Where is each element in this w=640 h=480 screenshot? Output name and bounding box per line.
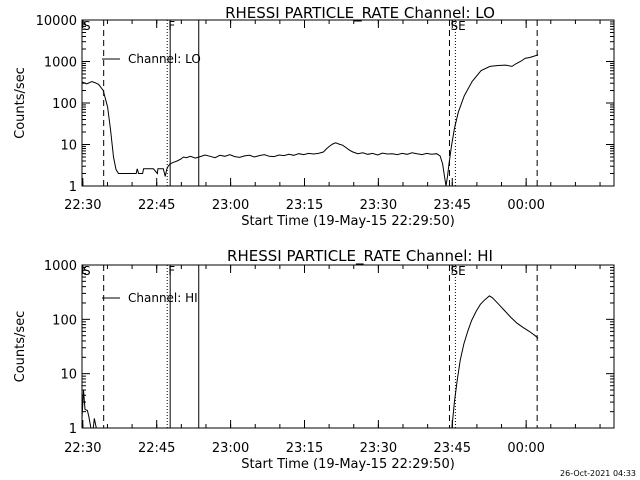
chart-panel-1: RHESSI PARTICLE_RATE Channel: LO 1 10 100 10…	[13, 4, 615, 229]
x-tick-label: 23:30	[360, 441, 397, 456]
x-tick-label: 23:15	[286, 441, 323, 456]
x-tick-label: 23:15	[286, 198, 323, 213]
event-marker-label: S	[83, 264, 91, 278]
y-tick-label: 10000	[36, 14, 77, 29]
x-tick-label: 23:00	[212, 441, 249, 456]
y-tick-label: 100	[52, 97, 77, 112]
y-axis-label: Counts/sec	[13, 311, 28, 383]
event-marker-label: S	[83, 19, 91, 33]
chart-panel-2: RHESSI PARTICLE_RATE Channel: HI 1 10 100 10…	[13, 247, 615, 472]
y-tick-label: 100	[52, 313, 77, 328]
x-tick-label: 23:00	[212, 198, 249, 213]
y-axis-label: Counts/sec	[13, 67, 28, 139]
x-tick-label: 23:30	[360, 198, 397, 213]
y-tick-label: 10	[60, 368, 77, 383]
data-series-line-1	[81, 389, 97, 429]
x-tick-label: 00:00	[507, 441, 544, 456]
x-tick-label: 22:45	[138, 198, 175, 213]
x-tick-label: 22:30	[64, 441, 101, 456]
y-tick-label: 10	[60, 139, 77, 154]
event-marker-label: F	[168, 19, 175, 33]
chart-title: RHESSI PARTICLE_RATE Channel: LO	[225, 4, 495, 23]
data-series-line-2	[451, 295, 539, 429]
y-tick-label: 1000	[44, 259, 77, 274]
event-marker-label: SE	[450, 19, 465, 33]
legend-label: Channel: LO	[128, 52, 201, 66]
y-tick-label: 1	[69, 422, 77, 437]
y-tick-label: 1	[69, 180, 77, 195]
plot-frame	[81, 264, 615, 429]
x-tick-label: 00:00	[507, 198, 544, 213]
x-tick-label: 23:45	[434, 198, 471, 213]
x-axis-label: Start Time (19-May-15 22:29:50)	[241, 457, 455, 472]
footer-timestamp: 26-Oct-2021 04:33	[560, 469, 636, 478]
x-tick-label: 22:30	[64, 198, 101, 213]
x-tick-label: 23:45	[434, 441, 471, 456]
data-series-line-1	[81, 54, 539, 187]
plot-frame	[81, 19, 615, 187]
event-marker-label: SE	[450, 264, 465, 278]
legend-label: Channel: HI	[128, 291, 198, 305]
y-tick-label: 1000	[44, 56, 77, 71]
x-tick-label: 22:45	[138, 441, 175, 456]
event-marker-label: F	[168, 264, 175, 278]
chart-title: RHESSI PARTICLE_RATE Channel: HI	[227, 247, 493, 266]
x-axis-label: Start Time (19-May-15 22:29:50)	[241, 214, 455, 229]
